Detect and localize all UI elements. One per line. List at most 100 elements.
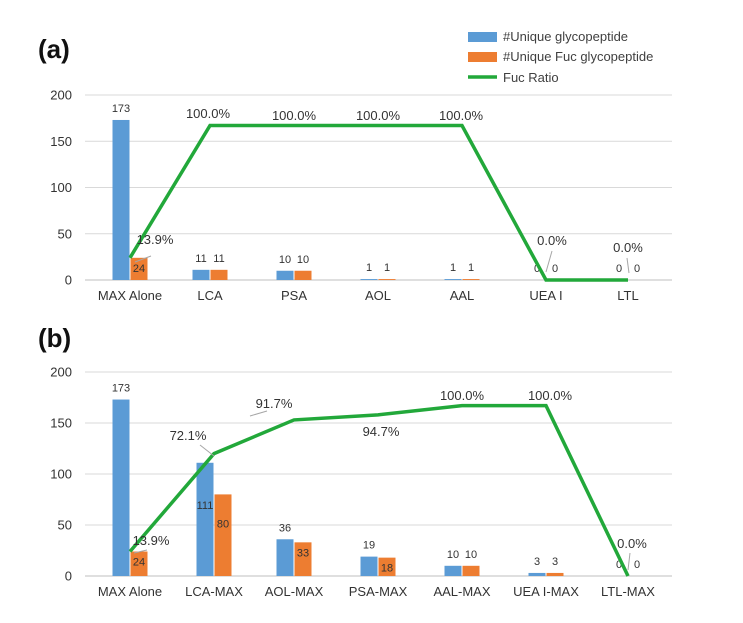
x-category-label: PSA-MAX	[349, 584, 408, 599]
legend-label-fuc-ratio: Fuc Ratio	[503, 70, 559, 85]
data-label-unique-fuc-glycopeptide: 3	[552, 556, 558, 568]
y-tick-label: 0	[65, 273, 72, 288]
panel-label-a: (a)	[38, 34, 70, 64]
data-label-unique-fuc-glycopeptide: 18	[381, 563, 393, 575]
data-label-unique-fuc-glycopeptide: 33	[297, 547, 309, 559]
bar-unique-fuc-glycopeptide	[214, 494, 232, 576]
x-category-label: MAX Alone	[98, 584, 162, 599]
ratio-leader-line	[199, 444, 215, 457]
ratio-leader-line	[545, 250, 553, 273]
x-category-label: AOL	[365, 288, 391, 303]
bar-unique-glycopeptide	[192, 269, 210, 280]
data-label-unique-fuc-glycopeptide: 80	[217, 518, 229, 530]
x-category-label: LCA	[197, 288, 223, 303]
bar-unique-fuc-glycopeptide	[210, 269, 228, 280]
data-label-unique-glycopeptide: 36	[279, 522, 291, 534]
ratio-leader-line	[249, 410, 268, 417]
y-tick-label: 150	[50, 134, 72, 149]
x-category-label: LTL	[617, 288, 638, 303]
y-tick-label: 100	[50, 180, 72, 195]
data-label-unique-glycopeptide: 3	[534, 556, 540, 568]
data-label-unique-fuc-glycopeptide: 10	[465, 549, 477, 561]
legend: #Unique glycopeptide #Unique Fuc glycope…	[468, 29, 653, 85]
ratio-leader-line	[133, 549, 148, 554]
bar-unique-fuc-glycopeptide	[294, 542, 312, 576]
x-category-label: AOL-MAX	[265, 584, 324, 599]
data-label-unique-fuc-glycopeptide: 11	[213, 253, 224, 265]
y-tick-label: 200	[50, 88, 72, 103]
data-label-unique-fuc-glycopeptide: 10	[297, 254, 309, 266]
bar-unique-glycopeptide	[112, 399, 130, 576]
data-label-unique-glycopeptide: 0	[616, 263, 622, 275]
bar-unique-fuc-glycopeptide	[130, 257, 148, 280]
data-label-unique-fuc-glycopeptide: 0	[634, 559, 640, 571]
fuc-ratio-label: 0.0%	[617, 536, 647, 551]
bar-unique-glycopeptide	[360, 279, 378, 280]
bar-unique-glycopeptide	[444, 565, 462, 576]
x-category-label: PSA	[281, 288, 307, 303]
bar-unique-glycopeptide	[528, 572, 546, 576]
data-label-unique-glycopeptide: 1	[450, 262, 456, 274]
data-label-unique-glycopeptide: 0	[616, 559, 622, 571]
ratio-leader-line	[627, 552, 631, 571]
fuc-ratio-label: 91.7%	[256, 396, 293, 411]
bar-unique-glycopeptide	[276, 539, 294, 576]
bar-unique-fuc-glycopeptide	[462, 565, 480, 576]
bar-unique-fuc-glycopeptide	[378, 279, 396, 280]
data-label-unique-glycopeptide: 10	[447, 549, 459, 561]
fuc-ratio-label: 100.0%	[440, 388, 485, 403]
legend-label-unique-glycopeptide: #Unique glycopeptide	[503, 29, 628, 44]
bar-unique-fuc-glycopeptide	[378, 557, 396, 576]
legend-swatch-unique-fuc-glycopeptide	[468, 52, 497, 62]
fuc-ratio-line	[128, 123, 628, 282]
data-label-unique-fuc-glycopeptide: 0	[634, 263, 640, 275]
fuc-ratio-label: 0.0%	[613, 240, 643, 255]
x-category-label: MAX Alone	[98, 288, 162, 303]
data-label-unique-glycopeptide: 10	[279, 254, 291, 266]
bar-unique-glycopeptide	[196, 462, 214, 576]
y-tick-label: 50	[58, 518, 72, 533]
data-label-unique-glycopeptide: 111	[197, 500, 214, 512]
bar-unique-fuc-glycopeptide	[294, 270, 312, 280]
data-label-unique-glycopeptide: 19	[363, 540, 375, 552]
fuc-ratio-label: 100.0%	[186, 106, 231, 121]
fuc-ratio-label: 13.9%	[137, 232, 174, 247]
data-label-unique-fuc-glycopeptide: 0	[552, 263, 558, 275]
y-tick-label: 100	[50, 467, 72, 482]
bar-unique-glycopeptide	[360, 556, 378, 576]
fuc-ratio-label: 100.0%	[439, 108, 484, 123]
ratio-leader-line	[134, 255, 152, 263]
data-label-unique-glycopeptide: 0	[534, 263, 540, 275]
fuc-ratio-label: 72.1%	[170, 428, 207, 443]
fuc-ratio-label: 100.0%	[528, 388, 573, 403]
fuc-ratio-label: 100.0%	[356, 108, 401, 123]
y-tick-label: 0	[65, 569, 72, 584]
data-label-unique-glycopeptide: 11	[195, 253, 206, 265]
x-category-label: LTL-MAX	[601, 584, 655, 599]
data-label-unique-glycopeptide: 1	[366, 262, 372, 274]
legend-label-unique-fuc-glycopeptide: #Unique Fuc glycopeptide	[503, 49, 653, 64]
fuc-ratio-line	[128, 403, 630, 577]
y-tick-label: 150	[50, 416, 72, 431]
bar-unique-fuc-glycopeptide	[546, 572, 564, 576]
x-category-label: UEA I	[529, 288, 562, 303]
x-category-label: AAL	[450, 288, 475, 303]
bar-unique-glycopeptide	[276, 270, 294, 280]
data-label-unique-glycopeptide: 173	[112, 103, 130, 115]
x-category-label: AAL-MAX	[433, 584, 490, 599]
bar-unique-glycopeptide	[444, 279, 462, 280]
bar-unique-glycopeptide	[112, 119, 130, 280]
fuc-ratio-label: 94.7%	[363, 424, 400, 439]
data-label-unique-fuc-glycopeptide: 24	[133, 557, 145, 569]
x-category-label: LCA-MAX	[185, 584, 243, 599]
bar-unique-fuc-glycopeptide	[462, 279, 480, 280]
fuc-ratio-label: 100.0%	[272, 108, 317, 123]
data-label-unique-fuc-glycopeptide: 24	[133, 263, 145, 275]
data-label-unique-fuc-glycopeptide: 1	[468, 262, 474, 274]
y-tick-label: 50	[58, 226, 72, 241]
data-label-unique-fuc-glycopeptide: 1	[384, 262, 390, 274]
x-category-label: UEA I-MAX	[513, 584, 579, 599]
